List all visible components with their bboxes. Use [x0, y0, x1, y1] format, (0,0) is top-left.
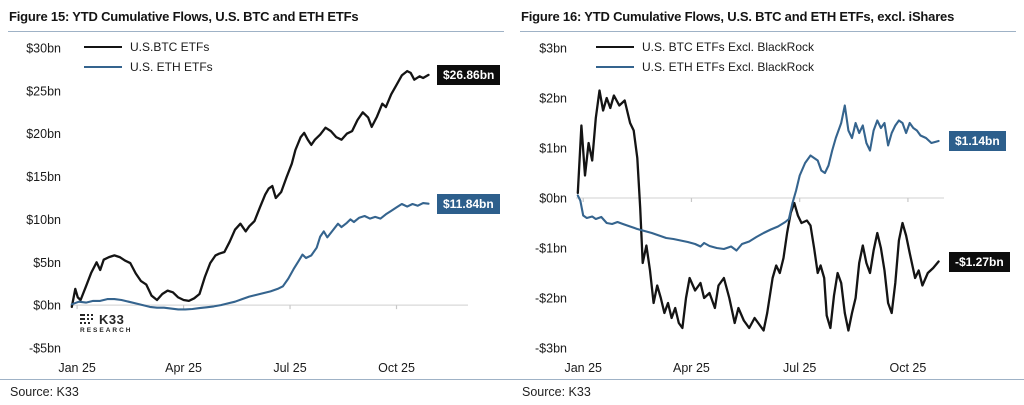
k33-logo-icon: [80, 314, 93, 324]
legend-line-swatch: [84, 66, 122, 68]
fig15-legend: U.S.BTC ETFs U.S. ETH ETFs: [84, 40, 213, 74]
figure-16-source-row: Source: K33: [512, 379, 1024, 405]
fig16-canvas: $3bn $2bn $1bn $0bn -$1bn -$2bn -$3bn Jan 25 Apr…: [535, 42, 944, 375]
y-tick-label: -$2bn: [535, 292, 567, 306]
y-tick-label: -$1bn: [535, 242, 567, 256]
value-badge: -$1.27bn: [949, 251, 1010, 272]
y-tick-label: $0bn: [33, 299, 61, 313]
x-tick-label: Jul 25: [783, 361, 816, 375]
k33-research-text: RESEARCH: [80, 327, 133, 334]
figure-16-title: Figure 16: YTD Cumulative Flows, U.S. BT…: [520, 6, 1016, 32]
series-line-eth: [70, 202, 430, 311]
legend-line-swatch: [84, 46, 122, 48]
legend-label: U.S.BTC ETFs: [130, 40, 210, 54]
legend-line-swatch: [596, 46, 634, 48]
y-tick-label: -$3bn: [535, 342, 567, 356]
y-tick-label: -$5bn: [29, 342, 61, 356]
figure-15-chart: $30bn $25bn $20bn $15bn $10bn $5bn $0bn -$5bn Ja…: [8, 32, 504, 379]
figure-15-panel: Figure 15: YTD Cumulative Flows, U.S. BT…: [0, 6, 512, 405]
k33-logo-row: K33: [80, 313, 132, 326]
value-badge: $11.84bn: [437, 193, 500, 214]
x-tick-label: Jan 25: [58, 361, 96, 375]
x-tick-label: Apr 25: [165, 361, 202, 375]
y-tick-label: $1bn: [539, 142, 567, 156]
y-tick-label: $20bn: [26, 127, 61, 141]
value-badge: $1.14bn: [949, 131, 1006, 151]
source-label: Source: K33: [10, 385, 79, 399]
legend-item: U.S. BTC ETFs Excl. BlackRock: [596, 40, 814, 54]
y-tick-label: $25bn: [26, 84, 61, 98]
figure-15-title: Figure 15: YTD Cumulative Flows, U.S. BT…: [8, 6, 504, 32]
y-tick-label: $3bn: [539, 42, 567, 56]
fig16-legend: U.S. BTC ETFs Excl. BlackRock U.S. ETH ET…: [596, 40, 814, 74]
legend-label: U.S. BTC ETFs Excl. BlackRock: [642, 40, 815, 54]
figure-16-panel: Figure 16: YTD Cumulative Flows, U.S. BT…: [512, 0, 1024, 405]
legend-item: U.S. ETH ETFs Excl. BlackRock: [596, 60, 814, 74]
y-tick-label: $30bn: [26, 42, 61, 56]
x-tick-label: Oct 25: [890, 361, 927, 375]
figure-15-source-row: Source: K33: [0, 379, 512, 405]
x-tick-label: Jan 25: [564, 361, 602, 375]
figure-16-chart: $3bn $2bn $1bn $0bn -$1bn -$2bn -$3bn Jan 25 Apr…: [520, 32, 1016, 379]
y-tick-label: $15bn: [26, 170, 61, 184]
y-tick-label: $10bn: [26, 213, 61, 227]
legend-item: U.S.BTC ETFs: [84, 40, 213, 54]
k33-logo-text: K33: [99, 312, 125, 327]
series-line-eth: [576, 104, 940, 252]
fig15-canvas: $30bn $25bn $20bn $15bn $10bn $5bn $0bn -$5bn Ja…: [26, 42, 468, 375]
legend-line-swatch: [596, 66, 634, 68]
value-badge: $26.86bn: [437, 64, 501, 85]
series-line-btc: [576, 89, 940, 332]
x-tick-label: Apr 25: [673, 361, 710, 375]
legend-item: U.S. ETH ETFs: [84, 60, 213, 74]
y-tick-label: $0bn: [539, 192, 567, 206]
source-label: Source: K33: [522, 385, 591, 399]
x-tick-label: Jul 25: [273, 361, 306, 375]
y-tick-label: $2bn: [539, 92, 567, 106]
legend-label: U.S. ETH ETFs: [130, 60, 213, 74]
k33-research-logo: K33 RESEARCH: [80, 313, 132, 335]
legend-label: U.S. ETH ETFs Excl. BlackRock: [642, 60, 815, 74]
series-line-btc: [70, 69, 430, 309]
y-tick-label: $5bn: [33, 256, 61, 270]
x-tick-label: Oct 25: [378, 361, 415, 375]
